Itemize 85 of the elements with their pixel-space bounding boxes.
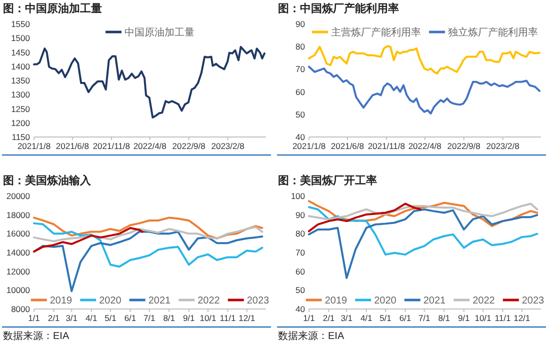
x-tick-label: 2/1 — [48, 313, 60, 323]
x-tick-label: 5/1 — [104, 313, 117, 323]
x-tick-label: 2021/1/8 — [17, 141, 51, 151]
y-tick-label: 20000 — [6, 191, 30, 201]
x-tick-label: 2022/9/8 — [447, 141, 481, 151]
y-tick-label: 1550 — [11, 19, 30, 29]
y-tick-label: 60 — [296, 266, 306, 276]
x-tick-label: 6/1 — [124, 313, 136, 323]
chart-title: 图：美国炼油输入 — [3, 174, 92, 187]
legend-label: 独立炼厂产能利用率 — [448, 26, 538, 38]
x-tick-label: 2022/4/8 — [408, 141, 442, 151]
legend: 中国原油加工量 — [106, 28, 194, 38]
legend-label: 2020 — [374, 296, 397, 306]
legend-label: 中国原油加工量 — [124, 26, 194, 38]
y-tick-label: 80 — [296, 228, 306, 239]
x-tick-label: 3/1 — [66, 313, 78, 323]
x-tick-label: 7/1 — [143, 313, 156, 323]
y-tick-label: 8000 — [11, 304, 30, 314]
legend-label: 2023 — [522, 296, 545, 306]
x-tick-label: 2021/1/8 — [292, 141, 326, 151]
legend-label: 主营炼厂产能利用率 — [331, 26, 421, 38]
y-tick-label: 1350 — [11, 76, 30, 86]
y-tick-label: 70 — [296, 248, 306, 258]
x-tick-label: 6/1 — [399, 313, 412, 323]
x-tick-label: 10/1 — [200, 313, 217, 323]
x-tick-label: 2023/2/8 — [486, 141, 520, 151]
y-tick-label: 12000 — [6, 266, 30, 276]
x-tick-label: 4/1 — [85, 313, 98, 323]
legend-label: 2019 — [324, 296, 348, 306]
x-tick-label: 11/1 — [494, 313, 511, 323]
x-tick-label: 12/1 — [238, 313, 256, 323]
x-tick-label: 2022/4/8 — [133, 141, 167, 151]
y-tick-label: 100 — [290, 191, 306, 201]
x-tick-label: 8/1 — [438, 313, 450, 323]
legend-label: 2021 — [423, 296, 446, 306]
x-tick-label: 1/1 — [28, 313, 40, 323]
legend-label: 2022 — [198, 296, 220, 306]
y-tick-label: 80 — [296, 42, 306, 52]
chart-title: 图：美国炼厂开工率 — [278, 174, 377, 187]
y-tick-label: 1150 — [12, 132, 30, 142]
legend-label: 2023 — [246, 296, 270, 306]
x-tick-label: 2021/11/8 — [92, 141, 130, 151]
y-tick-label: 90 — [296, 210, 306, 220]
source-note: 数据来源：EIA — [278, 330, 344, 342]
x-tick-label: 2021/6/8 — [56, 141, 90, 151]
y-tick-label: 50 — [296, 285, 306, 296]
x-tick-label: 7/1 — [418, 313, 431, 323]
y-tick-label: 90 — [296, 19, 306, 29]
x-tick-label: 2021/6/8 — [330, 141, 364, 151]
legend-label: 2019 — [50, 296, 73, 306]
x-tick-label: 10/1 — [474, 313, 492, 323]
x-tick-label: 12/1 — [514, 313, 530, 323]
y-tick-label: 70 — [296, 64, 306, 74]
x-tick-label: 9/1 — [182, 313, 196, 323]
x-tick-label: 4/1 — [360, 313, 373, 323]
y-tick-label: 10000 — [6, 285, 30, 296]
y-tick-label: 18000 — [6, 210, 30, 220]
y-tick-label: 1450 — [11, 47, 30, 58]
y-tick-label: 16000 — [6, 228, 30, 239]
y-tick-label: 14000 — [6, 248, 30, 258]
source-note: 数据来源：EIA — [3, 330, 70, 342]
y-tick-label: 1250 — [11, 104, 30, 114]
y-tick-label: 50 — [296, 109, 306, 120]
y-tick-label: 1500 — [11, 33, 30, 44]
x-tick-label: 2021/11/8 — [368, 141, 406, 151]
y-tick-label: 60 — [296, 86, 306, 97]
x-tick-label: 5/1 — [380, 313, 392, 323]
legend-label: 2021 — [148, 296, 172, 306]
x-tick-label: 2023/2/8 — [211, 141, 245, 151]
chart-title: 图：中国炼厂产能利用率 — [278, 2, 399, 15]
x-tick-label: 1/1 — [303, 313, 316, 323]
y-tick-label: 1200 — [11, 118, 30, 128]
x-tick-label: 3/1 — [340, 313, 353, 323]
x-tick-label: 9/1 — [458, 313, 470, 323]
x-tick-label: 8/1 — [163, 313, 176, 323]
y-tick-label: 1400 — [11, 61, 30, 72]
chart-title: 图：中国原油加工量 — [3, 2, 102, 15]
legend-label: 2022 — [472, 296, 496, 306]
x-tick-label: 2022/9/8 — [172, 141, 206, 151]
legend-label: 2020 — [99, 296, 122, 306]
y-tick-label: 1300 — [11, 90, 30, 100]
y-tick-label: 40 — [296, 132, 306, 142]
x-tick-label: 2/1 — [322, 313, 335, 323]
x-tick-label: 11/1 — [220, 313, 236, 323]
y-tick-label: 40 — [296, 304, 306, 314]
